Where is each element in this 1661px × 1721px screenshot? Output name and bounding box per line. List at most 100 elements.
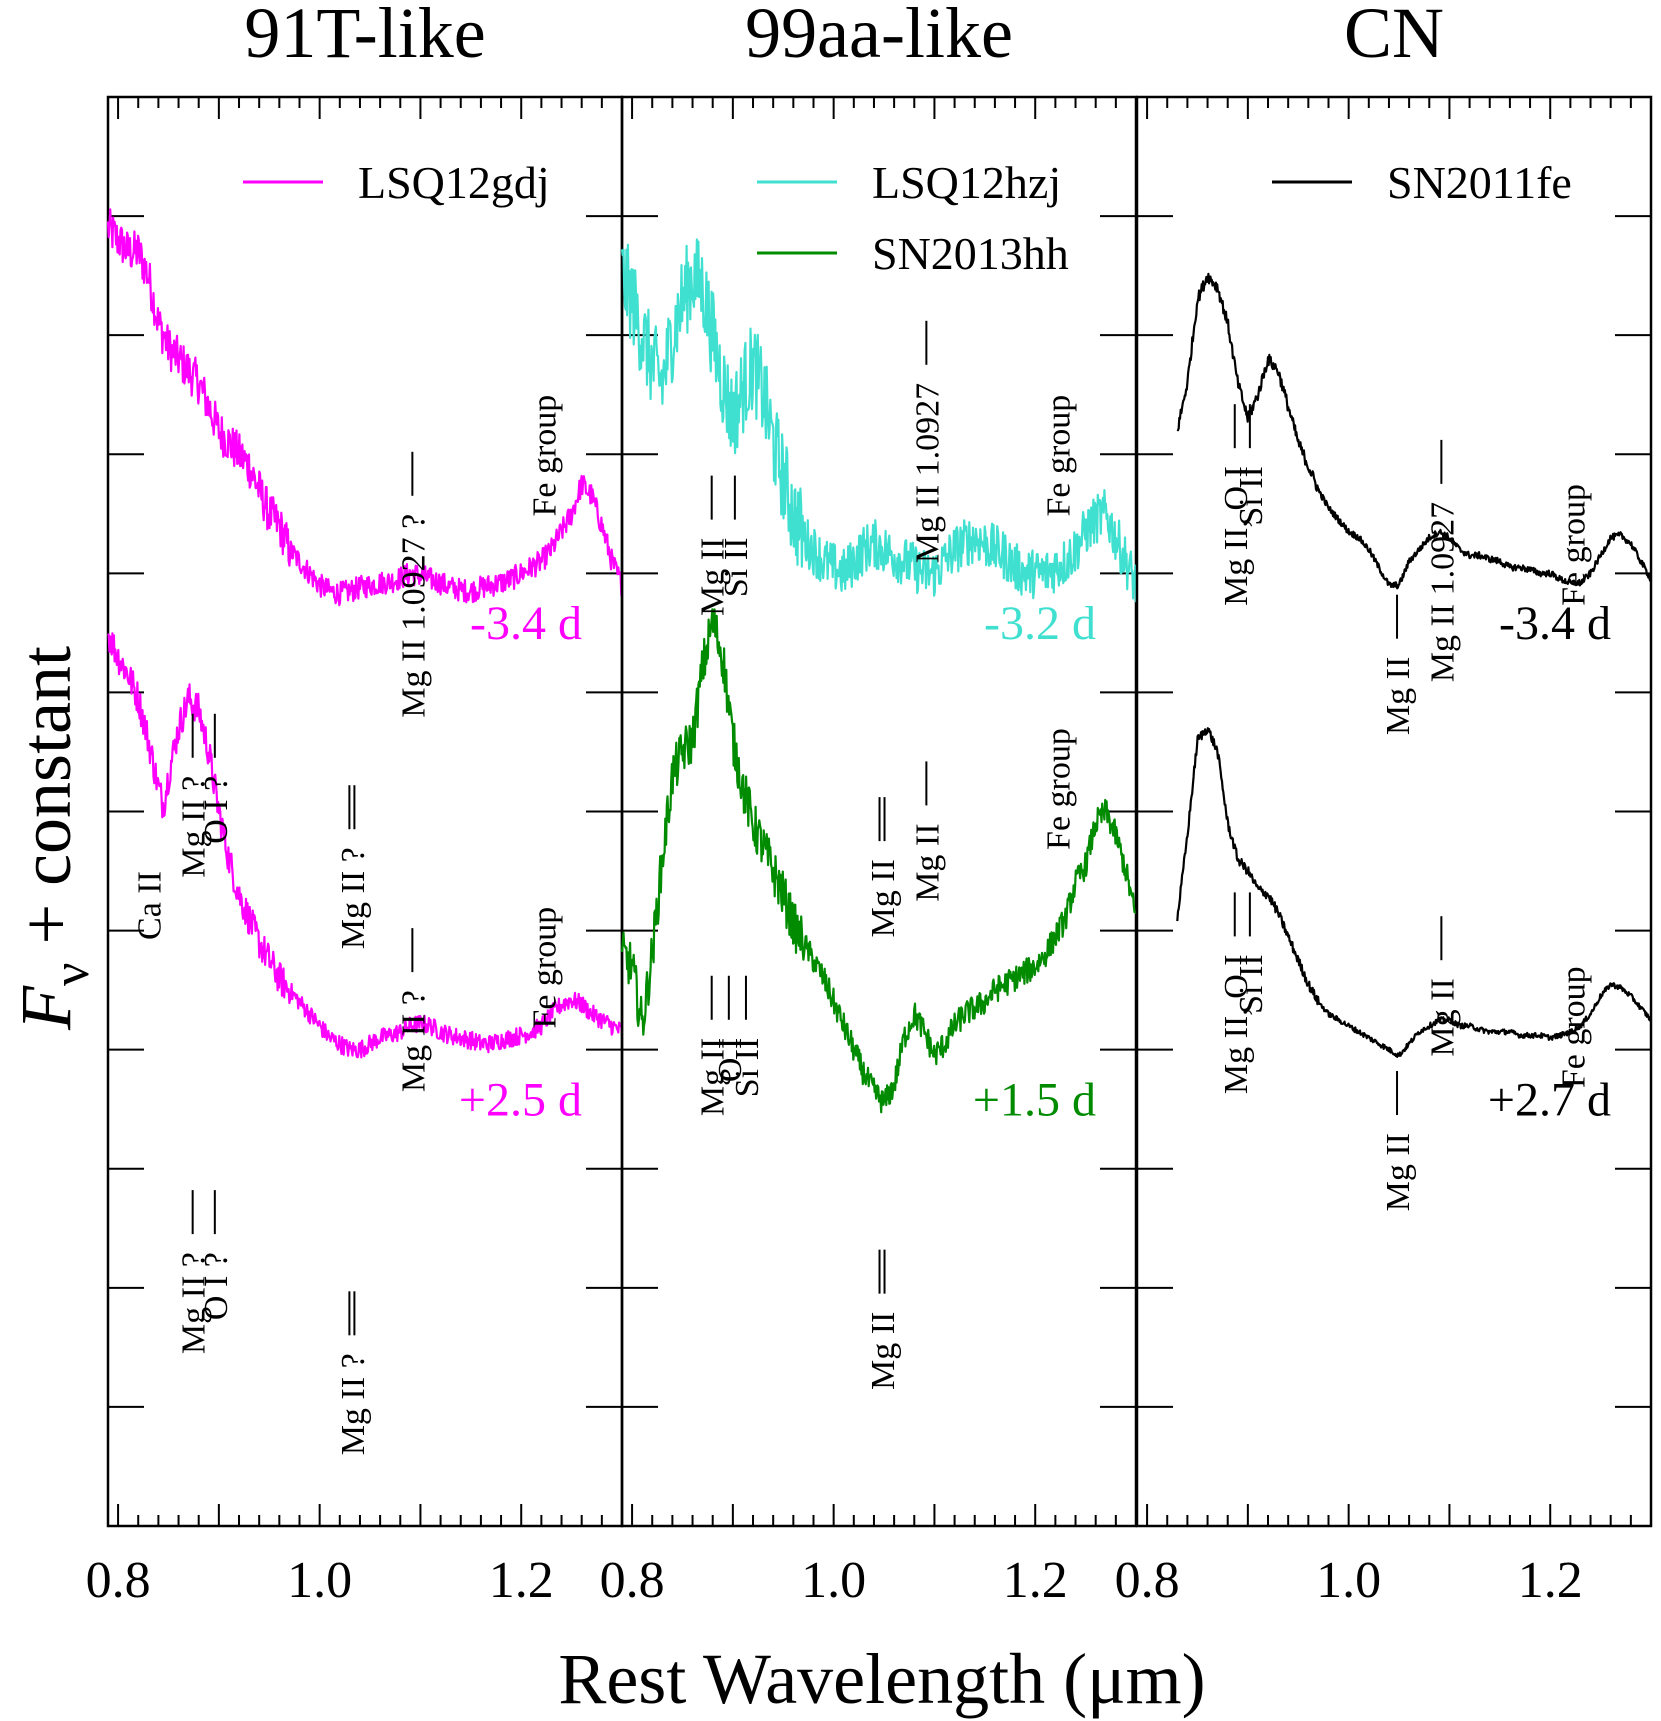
legend-label: SN2011fe	[1387, 157, 1572, 208]
phase-label: +2.7 d	[1488, 1073, 1611, 1126]
line-label: Si II	[718, 538, 755, 598]
line-annotation: Mg II ?	[176, 713, 213, 878]
line-label: Mg II 1.0927	[909, 383, 946, 563]
line-label: Fe group	[1555, 484, 1592, 606]
line-annotation: Mg II ?	[395, 928, 432, 1092]
line-label: Ca II	[131, 871, 168, 940]
line-label: Fe group	[526, 395, 563, 517]
line-label: Mg II	[695, 538, 732, 616]
line-label: Mg II ?	[395, 990, 432, 1092]
phase-label: -3.4 d	[1499, 597, 1611, 650]
line-label: Mg II 1.0927	[1424, 502, 1461, 682]
spectrum-line	[620, 238, 1138, 603]
line-annotation: O I ?	[198, 713, 235, 844]
panel-title: CN	[1344, 0, 1444, 73]
panel-title: 99aa-like	[745, 0, 1013, 73]
line-annotation: Fe group	[526, 907, 563, 1029]
line-label: Si II	[729, 1038, 766, 1098]
y-axis-label: Fν + constant	[6, 646, 100, 1031]
line-label: Mg II	[1380, 657, 1417, 735]
spectrum-line	[106, 208, 624, 607]
phase-label: +2.5 d	[459, 1073, 582, 1126]
line-annotation: O I	[712, 975, 749, 1082]
line-label: Mg II ?	[335, 1353, 372, 1455]
phase-label: +1.5 d	[973, 1073, 1096, 1126]
x-tick-label: 1.0	[801, 1552, 866, 1609]
line-annotation: Mg II 1.0927	[1424, 439, 1461, 682]
spectrum-line	[1176, 727, 1653, 1058]
line-annotation: Ca II	[131, 871, 168, 940]
line-annotation: Fe group	[1040, 728, 1077, 850]
x-tick-label: 0.8	[600, 1552, 665, 1609]
line-label: Mg II ?	[176, 1252, 213, 1354]
y-axis-label-rest: + constant	[6, 646, 86, 963]
line-annotation: Fe group	[1040, 395, 1077, 517]
spectrum-line	[107, 632, 624, 1059]
x-axis-label: Rest Wavelength (μm)	[558, 1639, 1205, 1719]
line-annotation: Mg II	[1380, 1071, 1417, 1211]
panel-frame	[1135, 95, 1653, 1528]
x-tick-label: 1.0	[287, 1552, 352, 1609]
legend-label: LSQ12hzj	[872, 157, 1061, 208]
line-label: Fe group	[526, 907, 563, 1029]
line-annotation: Mg II ?	[335, 1291, 372, 1455]
line-label: Mg II	[695, 1038, 732, 1116]
line-annotation: Fe group	[1555, 966, 1592, 1088]
y-axis-label-main: F	[6, 985, 86, 1031]
panel-1: 91T-like 0.8 1.0 1.2 LSQ12gdj -3.4 d +2.5 d Mg …	[86, 0, 624, 1609]
phase-label: -3.2 d	[984, 597, 1096, 650]
panel-2: 99aa-like 0.8 1.0 1.2 LSQ12hzj SN2013hh -3.2 d…	[600, 0, 1138, 1609]
line-label: Mg II ?	[335, 847, 372, 949]
line-annotation: Mg II	[695, 475, 732, 616]
line-annotation: Mg II	[1380, 594, 1417, 735]
line-label: Fe group	[1040, 395, 1077, 517]
line-annotation: Mg II, O I	[1218, 892, 1255, 1094]
line-label: Mg II, O I	[1218, 954, 1255, 1094]
panels: 91T-like 0.8 1.0 1.2 LSQ12gdj -3.4 d +2.5 d Mg …	[86, 0, 1653, 1609]
line-annotation: Mg II	[1424, 916, 1461, 1057]
line-label: Fe group	[1040, 728, 1077, 850]
line-label: Mg II	[1424, 978, 1461, 1056]
x-tick-label: 1.0	[1316, 1552, 1381, 1609]
x-tick-label: 0.8	[1115, 1552, 1180, 1609]
line-label: O I ?	[198, 1252, 235, 1320]
legend-label: SN2013hh	[872, 228, 1069, 279]
line-annotation: Mg II, O I	[1218, 404, 1255, 606]
line-annotation: Mg II	[909, 761, 946, 902]
svg-text:Fν + constant: Fν + constant	[6, 646, 100, 1031]
panel-3: CN 0.8 1.0 1.2 SN2011fe -3.4 d +2.7 d Mg II, O …	[1115, 0, 1653, 1609]
line-label: Mg II, O I	[1218, 466, 1255, 606]
spectrum-line	[1176, 272, 1653, 590]
line-label: Si II	[1233, 954, 1270, 1014]
legend-label: LSQ12gdj	[358, 157, 550, 208]
line-annotation: Si II	[1233, 892, 1270, 1014]
panel-title: 91T-like	[244, 0, 485, 73]
line-annotation: Mg II ?	[335, 785, 372, 949]
x-tick-label: 0.8	[86, 1552, 151, 1609]
phase-label: -3.4 d	[470, 597, 582, 650]
line-label: Mg II 1.0927 ?	[395, 514, 432, 718]
line-annotation: Mg II 1.0927	[909, 320, 946, 563]
line-label: O I	[712, 1038, 749, 1082]
line-annotation: Mg II 1.0927 ?	[395, 451, 432, 718]
line-annotation: Si II	[1233, 404, 1270, 526]
line-label: O I ?	[198, 776, 235, 844]
line-label: Mg II ?	[176, 776, 213, 878]
line-annotation: Si II	[729, 975, 766, 1098]
x-tick-label: 1.2	[1003, 1552, 1068, 1609]
x-tick-label: 1.2	[489, 1552, 554, 1609]
line-label: Mg II	[909, 823, 946, 901]
line-annotation: Fe group	[1555, 484, 1592, 606]
line-annotation: Mg II	[865, 1249, 902, 1390]
line-label: Mg II	[865, 1312, 902, 1390]
line-label: Mg II	[865, 859, 902, 937]
line-annotation: Fe group	[526, 395, 563, 517]
line-annotation: Mg II ?	[176, 1190, 213, 1354]
line-label: Fe group	[1555, 966, 1592, 1088]
line-label: Mg II	[1380, 1133, 1417, 1211]
line-annotation: O I ?	[198, 1190, 235, 1320]
line-annotation: Mg II	[865, 797, 902, 938]
line-annotation: Mg II	[695, 975, 732, 1116]
line-annotation: Si II	[718, 475, 755, 598]
